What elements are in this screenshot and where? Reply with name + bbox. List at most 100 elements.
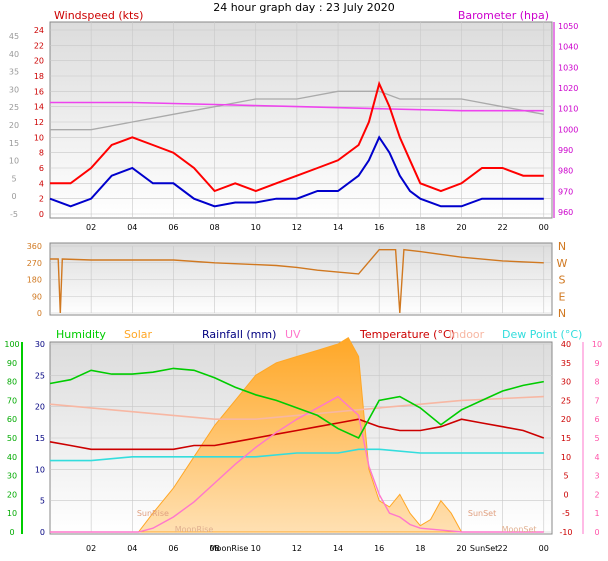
direction-tick-label: 180 [27, 276, 42, 285]
wind-tick-label: 24 [34, 26, 44, 35]
temperature-tick-label: 5 [563, 472, 568, 481]
chart-title: 24 hour graph day : 23 July 2020 [213, 1, 395, 14]
humidity-tick-label: 10 [7, 509, 17, 518]
time-tick-label: 16 [374, 223, 384, 232]
time-tick-label: 14 [333, 223, 343, 232]
conditions-time-tick-label: 16 [374, 544, 384, 553]
temperature-line [49, 418, 545, 451]
legend-entry: Temperature (°C) [359, 328, 455, 341]
barometer-tick-label: 980 [558, 167, 573, 176]
barometer-tick-label: 970 [558, 187, 573, 196]
compass-tick-label: W [557, 257, 568, 270]
sunset-time-label: SunSet [470, 544, 498, 553]
conditions-time-tick-label: 02 [86, 544, 96, 553]
temperature-tick-label: -10 [559, 528, 572, 537]
time-tick-label: 12 [292, 223, 302, 232]
barometer-tick-label: 1040 [558, 43, 578, 52]
uv-tick-label: 7 [594, 396, 599, 405]
uv-tick-label: 2 [594, 490, 599, 499]
wind-tick-label: 6 [39, 164, 44, 173]
wind-tick-label: 8 [39, 149, 44, 158]
barometer-tick-label: 1030 [558, 63, 578, 72]
wind-tick-label: 18 [34, 72, 44, 81]
wind-tick-label: 2 [39, 195, 44, 204]
moonrise-time-label: MoonRise [210, 544, 249, 553]
moonset-label: MoonSet [502, 525, 537, 534]
direction-tick-label: 90 [32, 292, 42, 301]
direction-degree-axis: 0 90 180 270 360 [27, 242, 42, 318]
time-tick-label: 02 [86, 223, 96, 232]
compass-tick-label: N [558, 307, 566, 320]
rainfall-tick-label: 0 [40, 528, 45, 537]
uv-tick-label: 4 [594, 453, 599, 462]
time-tick-label: 08 [209, 223, 219, 232]
outer-tick-label: 20 [9, 121, 19, 130]
indoor-line [49, 395, 544, 421]
barometer-axis-label: Barometer (hpa) [458, 9, 549, 22]
temperature-tick-label: 20 [561, 415, 571, 424]
humidity-tick-label: 60 [7, 415, 17, 424]
humidity-line [49, 367, 544, 440]
direction-tick-label: 270 [27, 259, 42, 268]
direction-series [50, 248, 544, 314]
legend-entry: Indoor [449, 328, 485, 341]
conditions-time-tick-label: 18 [415, 544, 425, 553]
legend-entry: Rainfall (mm) [202, 328, 276, 341]
uv-tick-label: 8 [594, 378, 599, 387]
conditions-time-tick-label: 08 [209, 544, 219, 553]
rainfall-tick-label: 25 [35, 371, 45, 380]
wind-tick-label: 14 [34, 103, 44, 112]
rainfall-tick-label: 5 [40, 497, 45, 506]
wind-tick-label: 16 [34, 87, 44, 96]
wind-tick-label: 20 [34, 57, 44, 66]
barometer-tick-label: 960 [558, 208, 573, 217]
legend-entry: Dew Point (°C) [502, 328, 582, 341]
rainfall-tick-label: 15 [35, 434, 45, 443]
compass-tick-label: E [559, 290, 566, 303]
outer-tick-label: 30 [9, 85, 19, 94]
barometer-axis: 960 970 980 990 1000 1010 1020 1030 1040 1050 [553, 22, 578, 218]
time-tick-label: 00 [539, 223, 549, 232]
temperature-axis: -10 -5 0 5 10 15 20 25 30 35 40 [559, 340, 572, 537]
uv-tick-label: 5 [594, 434, 599, 443]
humidity-tick-label: 20 [7, 490, 17, 499]
humidity-tick-label: 80 [7, 378, 17, 387]
solar-area [50, 336, 544, 533]
wind-tick-label: 22 [34, 41, 44, 50]
barometer-tick-label: 1050 [558, 22, 578, 31]
humidity-tick-label: 100 [4, 340, 19, 349]
grey-series-line [50, 90, 544, 131]
outer-tick-label: 40 [9, 50, 19, 59]
uv-tick-label: 10 [592, 340, 602, 349]
dew-point-line [50, 448, 544, 462]
temperature-tick-label: -5 [562, 509, 570, 518]
conditions-time-tick-label: 00 [539, 544, 549, 553]
wind-line [49, 135, 544, 208]
sun-moon-labels: SunRise MoonRise SunSet MoonSet MoonRise SunS… [137, 509, 537, 553]
direction-grid [50, 245, 552, 314]
wind-tick-label: 0 [39, 210, 44, 219]
compass-tick-label: S [559, 274, 566, 287]
conditions-time-tick-label: 22 [498, 544, 508, 553]
wind-outer-axis: -5 0 5 10 15 20 25 30 35 40 45 [9, 32, 19, 219]
conditions-time-tick-label: 06 [168, 544, 178, 553]
conditions-time-tick-label: 12 [292, 544, 302, 553]
barometer-tick-label: 1000 [558, 125, 578, 134]
outer-tick-label: 15 [9, 139, 19, 148]
wind-series [49, 80, 544, 208]
outer-tick-label: 0 [11, 192, 16, 201]
time-tick-label: 22 [498, 223, 508, 232]
time-tick-label: 18 [415, 223, 425, 232]
humidity-tick-label: 50 [7, 434, 17, 443]
humidity-axis: 0 10 20 30 40 50 60 70 80 90 100 [4, 340, 19, 537]
rainfall-axis: 0 5 10 15 20 25 30 [35, 340, 45, 537]
humidity-tick-label: 70 [7, 396, 17, 405]
conditions-series [49, 336, 545, 533]
time-tick-label: 10 [251, 223, 261, 232]
wind-time-axis: 02 04 06 08 10 12 14 16 18 20 22 00 [86, 223, 549, 232]
direction-line [50, 248, 544, 314]
sunrise-label: SunRise [137, 509, 169, 518]
temperature-tick-label: 30 [561, 378, 571, 387]
rainfall-tick-label: 20 [35, 403, 45, 412]
conditions-time-tick-label: 20 [456, 544, 466, 553]
